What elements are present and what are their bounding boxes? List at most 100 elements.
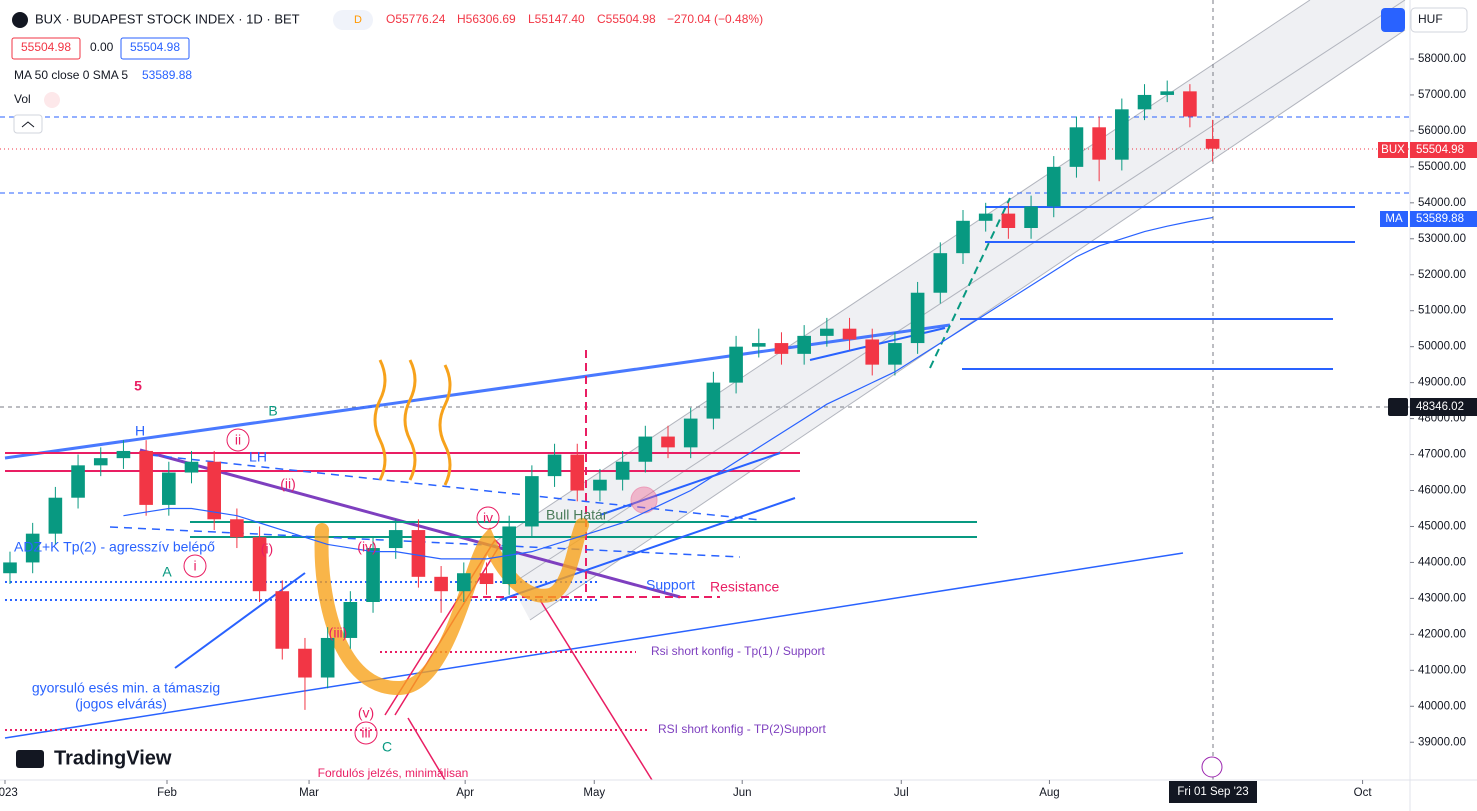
channel-line [529, 29, 1406, 621]
annotation: i [193, 558, 196, 574]
y-tick-label: 52000.00 [1418, 269, 1466, 281]
annotation: gyorsuló esés min. a támaszig [32, 680, 220, 696]
x-tick-label: 2023 [0, 787, 18, 799]
candle-body [366, 548, 380, 602]
currency: HUF [1418, 12, 1443, 26]
candle-body [888, 343, 902, 365]
candle-body [706, 382, 721, 419]
candle-body [1001, 213, 1016, 228]
compare-button[interactable] [1381, 8, 1405, 32]
ohlc-close: C55504.98 [597, 12, 656, 26]
y-tick-label: 42000.00 [1418, 628, 1466, 640]
candle-body [71, 465, 85, 498]
annotation: H [135, 423, 145, 439]
warning-icon [44, 92, 60, 108]
candle-body [320, 637, 335, 678]
vol-legend: Vol [14, 92, 31, 106]
trend-line [139, 448, 681, 599]
candle-body [479, 573, 494, 585]
symbol-title: BUX · BUDAPEST STOCK INDEX · 1D · BET [35, 11, 300, 26]
candle-body [797, 335, 811, 354]
y-tick-label: 55000.00 [1418, 161, 1466, 173]
candle-body [388, 530, 403, 549]
annotation: A [162, 564, 172, 580]
logo-icon [16, 750, 44, 768]
candle-body [820, 328, 834, 336]
candle-body [116, 450, 131, 459]
candle-body [1069, 127, 1084, 167]
heat-waves [373, 359, 452, 486]
annotation: (v) [358, 705, 374, 721]
candle-body [1205, 138, 1220, 149]
annotation: iii [361, 725, 370, 741]
arrow [174, 572, 306, 669]
collapse-button[interactable] [13, 114, 43, 134]
annotation: Bull Határ [546, 507, 608, 523]
annotation: LH [249, 449, 267, 465]
y-tick-label: 43000.00 [1418, 592, 1466, 604]
candle-body [1092, 127, 1106, 160]
annotation: Resistance [710, 579, 779, 595]
ohlc-change: −270.04 (−0.48%) [667, 12, 763, 26]
last-price: 55504.98 [1416, 144, 1464, 156]
candle-body [411, 530, 426, 577]
y-tick-label: 49000.00 [1418, 377, 1466, 389]
annotation: (i) [261, 541, 273, 557]
ma-value: 53589.88 [142, 68, 192, 82]
annotation: ADZ+K Tp(2) - agresszív belépő [14, 539, 215, 555]
annotation: C [382, 739, 392, 755]
y-tick-label: 46000.00 [1418, 485, 1466, 497]
crosshair-date-bg [1169, 781, 1257, 803]
x-tick-label: Jun [733, 787, 752, 799]
y-tick-label: 47000.00 [1418, 449, 1466, 461]
candle-body [184, 461, 199, 473]
candle-body [865, 339, 880, 365]
candle-body [252, 537, 267, 592]
candle-body [434, 576, 448, 592]
candle-body [661, 436, 675, 448]
y-tick-label: 44000.00 [1418, 556, 1466, 568]
ask-box [120, 37, 190, 60]
ma-tag: MA [1385, 213, 1403, 225]
candle-body [638, 436, 653, 462]
channel-band [490, 0, 1405, 620]
candle-body [593, 479, 607, 491]
plus-button[interactable] [1388, 398, 1408, 416]
wave-circle [183, 554, 207, 578]
bid: 55504.98 [21, 40, 71, 54]
annotation: (iii) [329, 625, 348, 641]
x-tick-label: Apr [456, 787, 474, 799]
badge [333, 10, 373, 30]
candle-body [1024, 206, 1038, 228]
candle-body [751, 343, 766, 347]
trend-line [599, 452, 781, 516]
dashed-trend [929, 197, 1011, 369]
x-tick-label: Jul [894, 787, 909, 799]
candle-body [3, 562, 17, 574]
crosshair-date: Fri 01 Sep '23 [1177, 786, 1248, 798]
ask: 55504.98 [130, 40, 180, 54]
candle-body [729, 346, 743, 383]
annotation: (ii) [280, 476, 296, 492]
x-tick-label: Aug [1039, 787, 1059, 799]
candle-body [48, 497, 63, 534]
candle-body [456, 573, 471, 592]
candle-body [570, 454, 585, 491]
candle-body [207, 461, 222, 520]
annotation: 5 [134, 378, 142, 394]
annotation: (iv) [357, 539, 376, 555]
x-tick-label: Feb [157, 787, 177, 799]
y-tick-label: 53000.00 [1418, 233, 1466, 245]
y-tick-label: 50000.00 [1418, 341, 1466, 353]
ohlc-open: O55776.24 [386, 12, 446, 26]
y-tick-label: 41000.00 [1418, 664, 1466, 676]
logo: TradingView [54, 747, 172, 769]
candle-body [910, 292, 925, 344]
candle-body [547, 454, 562, 477]
currency-button[interactable] [1410, 7, 1468, 33]
candle-body [1046, 166, 1061, 207]
candle-body [615, 461, 630, 480]
annotation: RSI short konfig - TP(2)Support [658, 722, 827, 736]
